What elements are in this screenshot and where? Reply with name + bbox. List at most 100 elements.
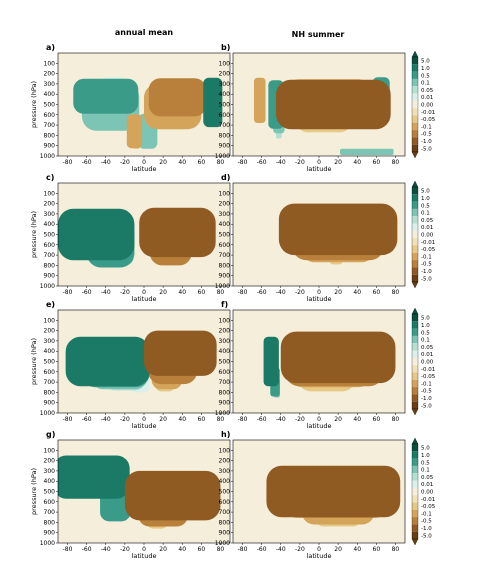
colorbar-arrow-top <box>411 180 419 188</box>
colorbar-tick-label: 0.01 <box>421 95 433 101</box>
y-tick-label: 800 <box>219 519 231 526</box>
colorbar-tick-label: -0.1 <box>421 381 432 387</box>
x-tick-label: 20 <box>334 416 342 423</box>
y-tick-label: 500 <box>219 359 231 366</box>
colorbar-swatch <box>412 93 418 101</box>
x-tick-label: 80 <box>392 416 400 423</box>
y-tick-label: 1000 <box>215 153 230 160</box>
y-tick-label: 600 <box>44 242 56 249</box>
colorbar-tick-label: 5.0 <box>421 316 430 322</box>
colorbar-tick-label: 5.0 <box>421 59 430 65</box>
x-tick-label: 20 <box>159 546 167 553</box>
contour-fills <box>278 203 398 265</box>
colorbar: 5.01.00.5 0.10.050.01 0.00-0.01-0.05-0.1 -0… <box>411 180 436 289</box>
x-axis-label: latitude <box>132 422 157 430</box>
y-axis-label: pressure (hPa) <box>30 338 38 385</box>
y-tick-label: 600 <box>219 499 231 506</box>
contour-region <box>148 78 207 117</box>
colorbar-swatch <box>412 387 418 395</box>
x-tick-label: -40 <box>276 159 286 166</box>
y-tick-label: 200 <box>219 328 231 335</box>
x-tick-label: 80 <box>392 289 400 296</box>
y-tick-label: 800 <box>219 132 231 139</box>
x-tick-label: 20 <box>159 289 167 296</box>
y-tick-label: 300 <box>219 338 231 345</box>
x-tick-label: 60 <box>198 289 206 296</box>
x-tick-label: 20 <box>159 416 167 423</box>
colorbar-swatch <box>412 487 418 496</box>
colorbar-swatch <box>412 216 418 224</box>
x-tick-label: 0 <box>317 289 321 296</box>
colorbar-tick-label: 0.5 <box>421 203 430 209</box>
y-tick-label: 400 <box>44 348 56 355</box>
x-tick-label: -60 <box>257 289 267 296</box>
x-tick-label: 40 <box>178 546 186 553</box>
colorbar-tick-label: 0.00 <box>421 490 434 496</box>
colorbar-tick-label: 0.00 <box>421 103 434 109</box>
y-tick-label: 200 <box>44 71 56 78</box>
contour-region <box>280 331 396 384</box>
colorbar-tick-label: 0.1 <box>421 211 430 217</box>
colorbar-swatch <box>412 335 418 344</box>
colorbar-tick-label: 0.5 <box>421 73 430 79</box>
y-tick-label: 1000 <box>40 153 55 160</box>
colorbar-swatch <box>412 343 418 351</box>
colorbar-swatch <box>412 379 418 388</box>
y-tick-label: 100 <box>44 447 56 454</box>
x-tick-label: -40 <box>101 416 111 423</box>
y-axis-label: pressure (hPa) <box>30 81 38 128</box>
x-tick-label: 0 <box>142 546 146 553</box>
y-tick-label: 600 <box>44 112 56 119</box>
contour-region <box>126 114 143 149</box>
colorbar-swatch <box>412 524 418 532</box>
y-tick-label: 200 <box>44 458 56 465</box>
colorbar-swatch <box>412 314 418 322</box>
x-axis-label: latitude <box>132 295 157 303</box>
x-tick-label: 80 <box>217 159 225 166</box>
y-tick-label: 500 <box>44 359 56 366</box>
y-tick-label: 700 <box>219 509 231 516</box>
y-tick-label: 600 <box>219 242 231 249</box>
y-tick-label: 1000 <box>40 283 55 290</box>
y-tick-label: 400 <box>219 478 231 485</box>
x-tick-label: -20 <box>295 289 305 296</box>
y-tick-label: 500 <box>219 489 231 496</box>
colorbar-tick-label: 0.05 <box>421 475 434 481</box>
x-tick-label: -20 <box>120 159 130 166</box>
colorbar: 5.01.00.5 0.10.050.01 0.00-0.01-0.05-0.1 -0… <box>411 307 436 416</box>
colorbar-tick-label: -0.5 <box>421 132 432 138</box>
y-tick-label: 1000 <box>215 410 230 417</box>
colorbar-arrow-top <box>411 307 419 315</box>
y-tick-label: 500 <box>219 232 231 239</box>
x-tick-label: 0 <box>317 416 321 423</box>
x-tick-label: 40 <box>353 159 361 166</box>
y-tick-label: 300 <box>44 211 56 218</box>
colorbar-swatch <box>412 100 418 109</box>
y-tick-label: 800 <box>44 132 56 139</box>
colorbar-tick-label: 0.00 <box>421 233 434 239</box>
colorbar-tick-label: 5.0 <box>421 446 430 452</box>
panel-g: g)1002003004005006007008009001000pressur… <box>30 430 231 560</box>
colorbar-tick-label: 0.1 <box>421 81 430 87</box>
colorbar-swatch <box>412 64 418 72</box>
colorbar-tick-label: 0.05 <box>421 345 434 351</box>
y-tick-label: 200 <box>219 71 231 78</box>
x-tick-label: -80 <box>238 546 248 553</box>
colorbar-swatch <box>412 517 418 525</box>
x-tick-label: 40 <box>353 416 361 423</box>
colorbar-swatch <box>412 130 418 138</box>
colorbar-tick-label: 0.5 <box>421 330 430 336</box>
contour-region <box>340 148 394 155</box>
x-tick-label: 80 <box>392 546 400 553</box>
contour-region <box>203 77 223 128</box>
x-tick-label: -80 <box>63 159 73 166</box>
colorbar-swatch <box>412 201 418 209</box>
colorbar-tick-label: 0.1 <box>421 468 430 474</box>
colorbar-tick-label: -1.0 <box>421 526 432 532</box>
panel-c: c)1002003004005006007008009001000pressur… <box>30 173 231 303</box>
x-tick-label: -20 <box>120 289 130 296</box>
contour-region <box>266 465 401 518</box>
contour-region <box>276 79 391 130</box>
colorbar-swatch <box>412 328 418 336</box>
contour-fills <box>266 465 401 527</box>
